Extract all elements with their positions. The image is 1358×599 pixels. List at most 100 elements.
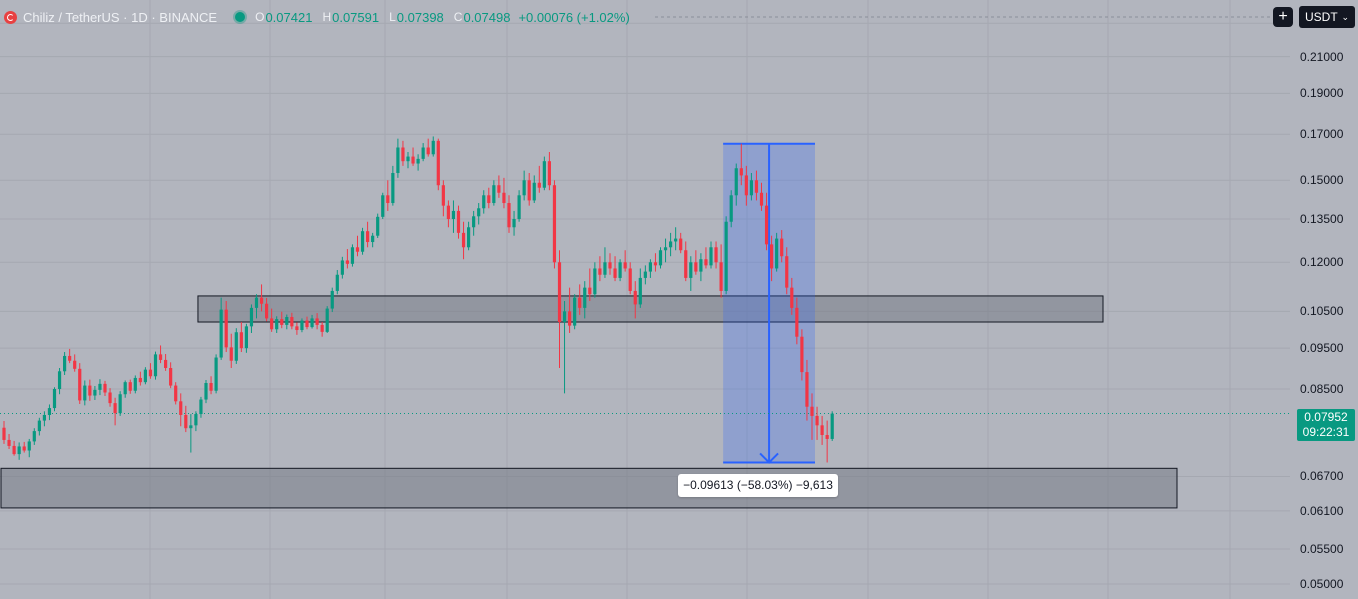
currency-label: USDT [1305, 10, 1338, 24]
candle [618, 259, 622, 282]
candle [759, 182, 764, 211]
chart-legend: Chiliz / TetherUS · 1D · BINANCE O 0.074… [4, 8, 630, 26]
candle-body [775, 238, 779, 269]
candle-body [568, 311, 572, 326]
candle-body [244, 326, 248, 349]
candle-body [744, 175, 748, 196]
candle-body [749, 180, 753, 196]
bar-countdown: 09:22:31 [1302, 425, 1350, 439]
close-value: 0.07498 [463, 9, 511, 25]
candle [340, 256, 344, 279]
market-open-icon [235, 12, 246, 22]
candle-body [47, 408, 52, 415]
candle-body [699, 259, 703, 272]
candle-body [674, 238, 678, 242]
candle-body [820, 425, 824, 436]
candle-body [648, 262, 652, 272]
candle [689, 256, 693, 291]
candle-body [780, 238, 784, 257]
candle [138, 371, 142, 386]
candle-body [118, 394, 122, 414]
high-value: 0.07591 [332, 9, 380, 25]
candle-body [472, 216, 476, 228]
candle-body [350, 247, 355, 264]
candle [517, 190, 521, 222]
currency-select[interactable]: USDT ⌄ [1299, 6, 1355, 28]
open-label: O [255, 10, 265, 24]
candle-body [17, 446, 21, 455]
candle [623, 250, 627, 272]
candle-body [502, 192, 506, 204]
candle [199, 396, 203, 418]
candle [583, 281, 587, 319]
candle-body [381, 195, 385, 217]
candle-body [143, 369, 147, 383]
candle [482, 190, 486, 214]
candle [179, 393, 183, 427]
add-plus-icon[interactable]: + [1273, 7, 1293, 27]
candle-body [527, 180, 531, 201]
candle-body [300, 320, 304, 331]
candle [598, 256, 602, 282]
candle [714, 241, 718, 269]
candle [770, 235, 774, 282]
candle [810, 393, 814, 440]
candle [83, 380, 87, 406]
candle [694, 250, 698, 275]
candle [355, 235, 360, 257]
candle [381, 192, 385, 220]
candle [573, 294, 577, 330]
candle [169, 362, 173, 389]
candle [775, 232, 779, 272]
candle-body [123, 382, 127, 395]
candle-body [421, 147, 425, 159]
symbol-title[interactable]: Chiliz / TetherUS · 1D · BINANCE [23, 9, 218, 25]
candle-body [27, 441, 31, 451]
candle [552, 180, 557, 269]
candle [310, 314, 314, 329]
candle [396, 138, 400, 178]
candle-body [355, 247, 360, 252]
candle [103, 380, 107, 396]
candle [785, 247, 789, 295]
candle [148, 363, 153, 379]
candle [27, 438, 31, 458]
price-chart[interactable] [0, 0, 1290, 599]
candle [557, 250, 562, 369]
candle [502, 177, 506, 209]
candle-body [280, 319, 284, 325]
candle [265, 297, 269, 322]
candle [492, 180, 496, 206]
candle [270, 308, 274, 332]
candle [628, 262, 632, 295]
candle [52, 387, 57, 412]
candle-body [658, 250, 663, 266]
candle [815, 406, 819, 440]
candle [113, 397, 117, 426]
candle-body [401, 147, 405, 162]
candle [507, 195, 511, 233]
candle [17, 442, 21, 460]
candle [78, 363, 82, 405]
candle [285, 314, 289, 330]
candle [416, 154, 420, 171]
candle [487, 187, 491, 209]
candle-body [507, 203, 511, 228]
candle-body [406, 156, 410, 162]
candle-body [800, 336, 804, 373]
candle-body [830, 413, 834, 439]
candle [820, 415, 824, 445]
candle-body [825, 435, 829, 439]
candle-body [522, 180, 526, 196]
candle [98, 379, 102, 396]
candle-body [805, 372, 809, 407]
chevron-down-icon: ⌄ [1341, 11, 1349, 22]
candle-body [588, 287, 592, 295]
candle-body [446, 205, 450, 220]
candle [88, 379, 92, 401]
candle [254, 294, 259, 319]
candle-body [2, 427, 6, 440]
candle [335, 270, 339, 295]
candle [638, 268, 642, 308]
candle [290, 312, 294, 330]
